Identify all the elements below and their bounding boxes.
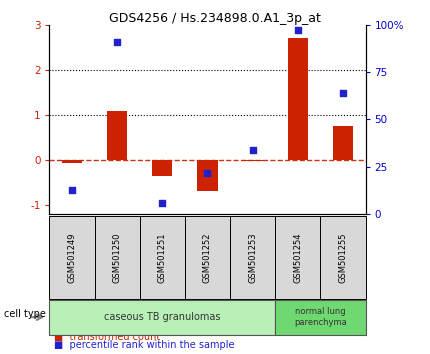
Text: GSM501249: GSM501249 — [68, 232, 77, 283]
Bar — [243, 160, 263, 161]
Text: normal lung
parenchyma: normal lung parenchyma — [294, 308, 347, 327]
Text: GSM501252: GSM501252 — [203, 232, 212, 283]
Bar — [107, 112, 127, 160]
Text: ■  transformed count: ■ transformed count — [54, 332, 160, 342]
Point — [204, 170, 211, 175]
Text: GSM501254: GSM501254 — [293, 232, 302, 283]
Point — [159, 200, 166, 206]
Point — [339, 90, 346, 96]
Text: GSM501255: GSM501255 — [338, 232, 347, 283]
Point — [114, 39, 120, 45]
Point — [294, 28, 301, 33]
Text: GSM501250: GSM501250 — [113, 232, 122, 283]
Bar — [333, 126, 353, 160]
Text: GSM501253: GSM501253 — [248, 232, 257, 283]
Point — [249, 147, 256, 153]
Text: GDS4256 / Hs.234898.0.A1_3p_at: GDS4256 / Hs.234898.0.A1_3p_at — [109, 12, 321, 25]
Point — [69, 187, 76, 192]
Text: cell type: cell type — [4, 309, 46, 319]
Bar — [62, 160, 82, 163]
Text: ■  percentile rank within the sample: ■ percentile rank within the sample — [54, 340, 234, 350]
Text: caseous TB granulomas: caseous TB granulomas — [104, 312, 221, 322]
Bar — [197, 160, 218, 191]
Text: GSM501251: GSM501251 — [158, 232, 167, 283]
Bar — [288, 38, 308, 160]
Bar — [152, 160, 172, 176]
